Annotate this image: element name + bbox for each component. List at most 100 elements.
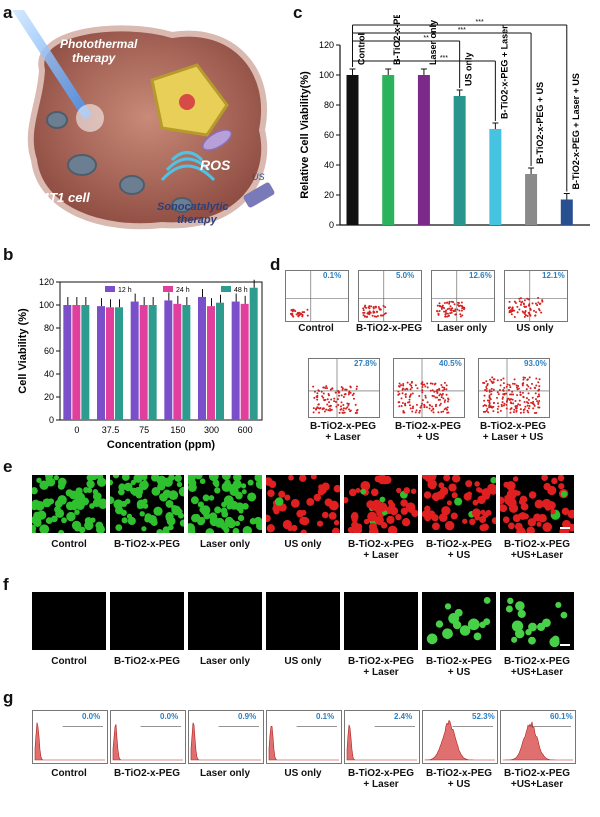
flow-dot — [306, 314, 309, 317]
flow-dot — [323, 410, 326, 413]
ros-dot — [528, 622, 537, 632]
b-bar — [198, 296, 206, 420]
c-ytick-label: 60 — [324, 130, 334, 140]
flow-dot — [418, 411, 421, 414]
flow-dot — [372, 306, 375, 309]
cell-dot — [36, 477, 42, 483]
ros-dot — [483, 597, 491, 604]
flow-dot — [460, 304, 463, 307]
flow-dot — [436, 396, 439, 399]
flow-dot — [461, 314, 464, 317]
flow-dot — [534, 398, 537, 401]
cell-dot — [518, 512, 527, 520]
flow-dot — [431, 389, 434, 392]
flow-dot — [440, 384, 443, 387]
flow-dot — [326, 387, 329, 390]
flow-dot — [535, 377, 538, 380]
flow-dot — [411, 392, 414, 395]
flow-dot — [526, 314, 529, 317]
flow-dot — [505, 385, 508, 388]
flow-percent: 93.0% — [524, 359, 547, 368]
flow-dot — [537, 403, 540, 406]
flow-dot — [526, 404, 529, 407]
flow-dot — [526, 297, 529, 300]
cell-dot — [267, 489, 275, 498]
c-bar — [560, 199, 573, 225]
ros-cells — [110, 592, 184, 650]
flow-dot — [352, 397, 355, 400]
flow-dot — [511, 309, 514, 312]
cell-dot — [349, 488, 357, 497]
cell-dot — [34, 500, 45, 511]
ros-cells — [505, 597, 570, 648]
cell-dot — [92, 499, 101, 507]
cell-dot — [547, 485, 557, 496]
flow-plot — [285, 270, 349, 322]
flow-dot — [316, 394, 319, 397]
flow-dot — [329, 407, 332, 410]
ros-cells — [344, 592, 418, 650]
flow-dot — [374, 305, 377, 308]
flow-dot — [372, 307, 375, 310]
cell-dot — [441, 514, 448, 521]
flow-dot — [450, 307, 453, 310]
ros-image — [110, 592, 184, 650]
flow-dot — [340, 405, 343, 408]
cell-dot — [363, 518, 370, 525]
b-bar — [139, 305, 148, 420]
cell-dot — [220, 522, 229, 531]
cell-dot — [366, 500, 375, 509]
ros-dot — [467, 618, 480, 631]
cell-dot — [400, 507, 408, 515]
flow-scatter — [394, 359, 464, 417]
cell-dot — [511, 489, 519, 497]
scale-bar — [560, 527, 570, 529]
flow-dot — [444, 315, 447, 318]
flow-dot — [329, 409, 332, 412]
cell-dot — [503, 481, 510, 488]
hist-cells — [502, 721, 573, 761]
b-ytick-label: 100 — [39, 300, 54, 310]
flow-dot — [340, 394, 343, 397]
flow-dot — [533, 309, 536, 312]
flow-dot — [411, 407, 414, 410]
cell-dot — [232, 479, 242, 489]
laser-beam — [12, 10, 92, 120]
ros-dot — [507, 597, 514, 605]
flow-dot — [436, 310, 439, 313]
flow-dot — [330, 408, 333, 411]
ros-label: ROS — [200, 157, 231, 173]
b-bar — [115, 307, 123, 420]
flow-dot — [314, 408, 317, 411]
cell-dot — [254, 472, 265, 483]
flow-dot — [507, 388, 510, 391]
hist-cells — [268, 725, 339, 761]
cell-dot — [61, 517, 67, 524]
cell-dot — [557, 474, 565, 482]
flow-dot — [300, 312, 303, 315]
flow-dot — [489, 398, 492, 401]
flow-dot — [354, 403, 357, 406]
cell-dot — [367, 511, 378, 522]
ros-dot — [511, 620, 524, 632]
flow-dot — [410, 386, 413, 389]
b-bar — [81, 305, 90, 420]
flow-dot — [406, 401, 409, 404]
cell-dot — [403, 487, 411, 494]
flow-dot — [515, 386, 518, 389]
flow-dot — [534, 392, 537, 395]
flow-dot — [516, 311, 519, 314]
flow-dot — [509, 311, 512, 314]
flow-dot — [418, 394, 421, 397]
flow-dot — [529, 307, 532, 310]
ros-label-line1: B-TiO2-x-PEG — [348, 656, 414, 667]
flow-dot — [296, 311, 299, 314]
cell-dot — [551, 477, 558, 485]
c-category-label: B-TiO2-x-PEG only — [392, 15, 402, 65]
flow-dot — [410, 384, 413, 387]
cell-dot — [232, 527, 240, 535]
flow-dot — [496, 411, 499, 414]
cell-dot — [526, 526, 535, 536]
c-category-label: B-TiO2-x-PEG + Laser — [499, 25, 509, 119]
nucleus-4 — [171, 197, 193, 213]
